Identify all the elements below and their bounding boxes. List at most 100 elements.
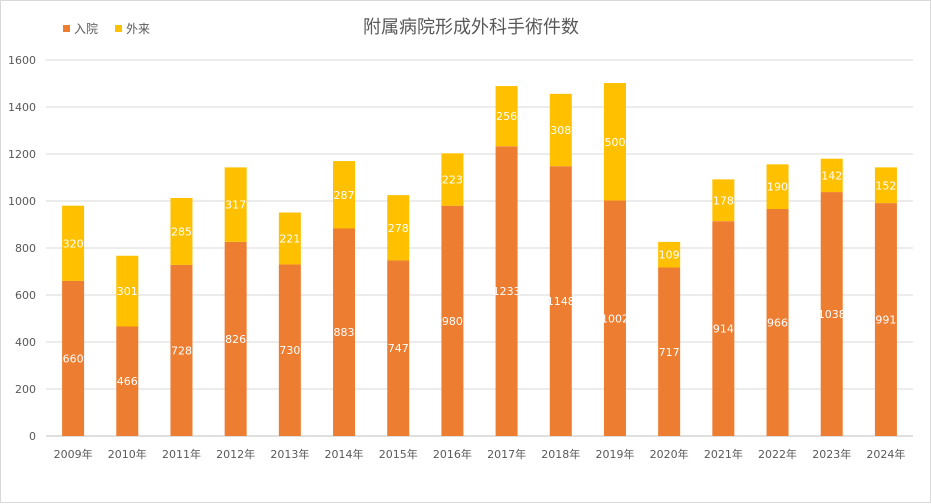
bar-segment xyxy=(712,221,735,436)
y-tick-label: 800 xyxy=(15,242,36,255)
x-tick-label: 2012年 xyxy=(216,447,255,461)
data-label: 142 xyxy=(821,169,842,182)
bar-segment xyxy=(820,192,843,436)
bar-segment xyxy=(874,203,897,436)
data-label: 966 xyxy=(767,316,788,329)
data-label: 826 xyxy=(225,333,246,346)
x-tick-label: 2019年 xyxy=(595,447,634,461)
bar-segment xyxy=(170,264,193,436)
bar-segment xyxy=(820,158,843,193)
bar-segment xyxy=(387,260,410,436)
bar-segment xyxy=(333,228,356,436)
y-tick-label: 1600 xyxy=(8,54,36,67)
bar-segment xyxy=(766,208,789,436)
bar-segment xyxy=(495,86,518,147)
data-label: 221 xyxy=(279,232,300,245)
bar-segment xyxy=(712,179,735,222)
data-label: 991 xyxy=(875,314,896,327)
data-label: 660 xyxy=(63,352,84,365)
x-tick-label: 2011年 xyxy=(162,447,201,461)
bar-segment xyxy=(170,197,193,265)
legend: 入院 外来 xyxy=(63,22,150,36)
y-tick-label: 1000 xyxy=(8,195,36,208)
legend-swatch xyxy=(63,25,70,32)
x-tick-label: 2015年 xyxy=(379,447,418,461)
y-tick-label: 400 xyxy=(15,336,36,349)
x-tick-label: 2017年 xyxy=(487,447,526,461)
data-label: 500 xyxy=(604,136,625,149)
bar-segment xyxy=(387,195,410,261)
data-label: 190 xyxy=(767,181,788,194)
y-tick-label: 1200 xyxy=(8,148,36,161)
bar-segment xyxy=(658,241,681,268)
data-label: 466 xyxy=(117,375,138,388)
data-label: 178 xyxy=(713,194,734,207)
x-tick-label: 2023年 xyxy=(812,447,851,461)
x-axis: 2009年 2010年 2011年 2012年 2013年 2014年 2015年 2016年… xyxy=(54,447,906,461)
bar-segment xyxy=(116,255,139,327)
data-label: 317 xyxy=(225,199,246,212)
bar-segment xyxy=(441,153,464,206)
data-label: 301 xyxy=(117,285,138,298)
data-label: 308 xyxy=(550,124,571,137)
y-tick-label: 1400 xyxy=(8,101,36,114)
bar-segment xyxy=(549,93,572,167)
data-label: 256 xyxy=(496,110,517,123)
data-label: 109 xyxy=(659,249,680,262)
bar-segment xyxy=(766,164,789,209)
legend-swatch xyxy=(115,25,122,32)
x-tick-label: 2010年 xyxy=(108,447,147,461)
bars: 660 320 466 301 728 285 826 317 730 221 883 287 747 2… xyxy=(62,83,897,436)
x-tick-label: 2016年 xyxy=(433,447,472,461)
bar-segment xyxy=(278,264,301,436)
data-label: 747 xyxy=(388,342,409,355)
data-label: 152 xyxy=(875,179,896,192)
data-label: 320 xyxy=(63,237,84,250)
data-label: 728 xyxy=(171,344,192,357)
data-label: 285 xyxy=(171,225,192,238)
data-label: 1233 xyxy=(493,285,521,298)
data-label: 730 xyxy=(279,344,300,357)
data-label: 1002 xyxy=(601,312,629,325)
data-label: 1148 xyxy=(547,295,575,308)
bar-segment xyxy=(603,200,626,436)
legend-label: 入院 xyxy=(74,22,98,36)
data-label: 883 xyxy=(334,326,355,339)
bar-segment xyxy=(441,205,464,436)
bar-segment xyxy=(278,212,301,265)
x-tick-label: 2009年 xyxy=(54,447,93,461)
data-label: 717 xyxy=(659,346,680,359)
y-tick-label: 200 xyxy=(15,383,36,396)
legend-label: 外来 xyxy=(126,22,150,36)
bar-segment xyxy=(549,166,572,436)
bar-segment xyxy=(224,167,247,242)
bar-segment xyxy=(224,241,247,436)
y-tick-label: 600 xyxy=(15,289,36,302)
data-label: 914 xyxy=(713,323,734,336)
bar-segment xyxy=(62,205,85,281)
x-tick-label: 2018年 xyxy=(541,447,580,461)
x-tick-label: 2022年 xyxy=(758,447,797,461)
data-label: 278 xyxy=(388,222,409,235)
bar-segment xyxy=(116,326,139,436)
bar-segment xyxy=(495,146,518,436)
bar-segment xyxy=(658,267,681,436)
data-label: 1038 xyxy=(818,308,846,321)
bar-segment xyxy=(874,167,897,204)
chart-title: 附属病院形成外科手術件数 xyxy=(363,17,579,38)
data-label: 980 xyxy=(442,315,463,328)
bar-segment xyxy=(333,161,356,229)
bar-segment xyxy=(603,83,626,201)
y-tick-label: 0 xyxy=(29,430,36,443)
bar-segment xyxy=(62,280,85,436)
y-axis: 0 200 400 600 800 1000 1200 1400 1600 xyxy=(8,54,36,443)
data-label: 287 xyxy=(334,189,355,202)
x-tick-label: 2024年 xyxy=(866,447,905,461)
x-tick-label: 2021年 xyxy=(704,447,743,461)
x-tick-label: 2014年 xyxy=(325,447,364,461)
x-tick-label: 2013年 xyxy=(270,447,309,461)
data-label: 223 xyxy=(442,173,463,186)
x-tick-label: 2020年 xyxy=(650,447,689,461)
